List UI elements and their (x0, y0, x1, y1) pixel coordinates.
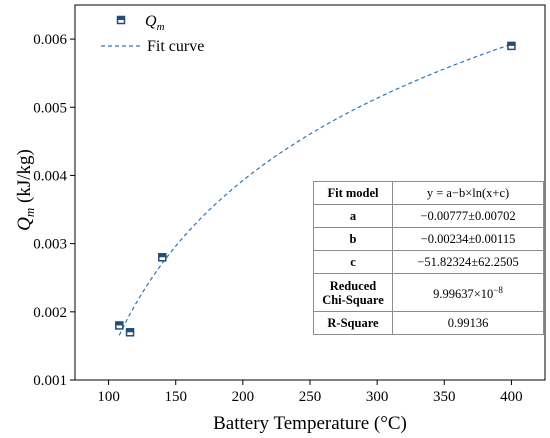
param-value: −0.00777±0.00702 (392, 204, 544, 228)
param-value: −0.00234±0.00115 (392, 227, 544, 251)
y-tick-label: 0.004 (33, 168, 67, 184)
param-value: 9.99637×10−8 (392, 273, 544, 312)
param-name: R-Square (313, 311, 393, 335)
y-tick-label: 0.003 (33, 237, 67, 253)
param-name: b (313, 227, 393, 251)
legend-fit-label: Fit curve (147, 38, 204, 55)
legend-qm-marker (116, 15, 126, 25)
table-row: a −0.00777±0.00702 (313, 204, 544, 228)
x-axis-ticks: 100 150 200 250 300 350 400 (97, 380, 523, 405)
x-tick-label: 100 (97, 389, 120, 405)
x-tick-label: 200 (232, 389, 255, 405)
data-point (125, 328, 135, 337)
table-row: b −0.00234±0.00115 (313, 227, 544, 251)
data-point (115, 321, 124, 330)
x-tick-label: 250 (299, 389, 322, 405)
x-tick-label: 350 (433, 389, 456, 405)
param-name: a (313, 204, 393, 228)
x-tick-label: 400 (500, 389, 523, 405)
y-tick-label: 0.001 (33, 373, 67, 389)
x-tick-label: 150 (164, 389, 187, 405)
value-base: 9.99637×10 (433, 287, 494, 302)
y-tick-label: 0.005 (33, 100, 67, 116)
table-row: Reduced Chi-Square 9.99637×10−8 (313, 273, 544, 312)
y-tick-label: 0.002 (33, 305, 67, 321)
fit-curve-line (118, 43, 512, 336)
legend-marker-square (116, 15, 126, 25)
param-name: c (313, 250, 393, 274)
table-header-row: Fit model y = a−b×ln(x+c) (313, 181, 544, 205)
legend: Qm Fit curve (101, 13, 204, 55)
y-axis-ticks: 0.001 0.002 0.003 0.004 0.005 0.006 (33, 32, 75, 389)
data-points (115, 41, 516, 337)
y-tick-label: 0.006 (33, 32, 67, 48)
data-point (158, 253, 167, 262)
param-value: 0.99136 (392, 311, 544, 335)
param-name: Fit model (313, 181, 393, 205)
param-value: y = a−b×ln(x+c) (392, 181, 544, 205)
fit-parameters-table: Fit model y = a−b×ln(x+c) a −0.00777±0.0… (313, 181, 544, 335)
value-exponent: −8 (493, 285, 503, 296)
x-tick-label: 300 (366, 389, 389, 405)
table-row: c −51.82324±62.2505 (313, 250, 544, 274)
param-name: Reduced Chi-Square (313, 273, 393, 312)
param-value: −51.82324±62.2505 (392, 250, 544, 274)
x-axis-label: Battery Temperature (°C) (213, 413, 407, 434)
param-name-line1: Reduced (329, 278, 377, 293)
table-row: R-Square 0.99136 (313, 311, 544, 335)
y-axis-label: Qm (kJ/kg) (14, 149, 37, 231)
data-point (507, 41, 516, 51)
param-name-line2: Chi-Square (322, 292, 384, 307)
legend-qm-label: Qm (145, 13, 165, 33)
